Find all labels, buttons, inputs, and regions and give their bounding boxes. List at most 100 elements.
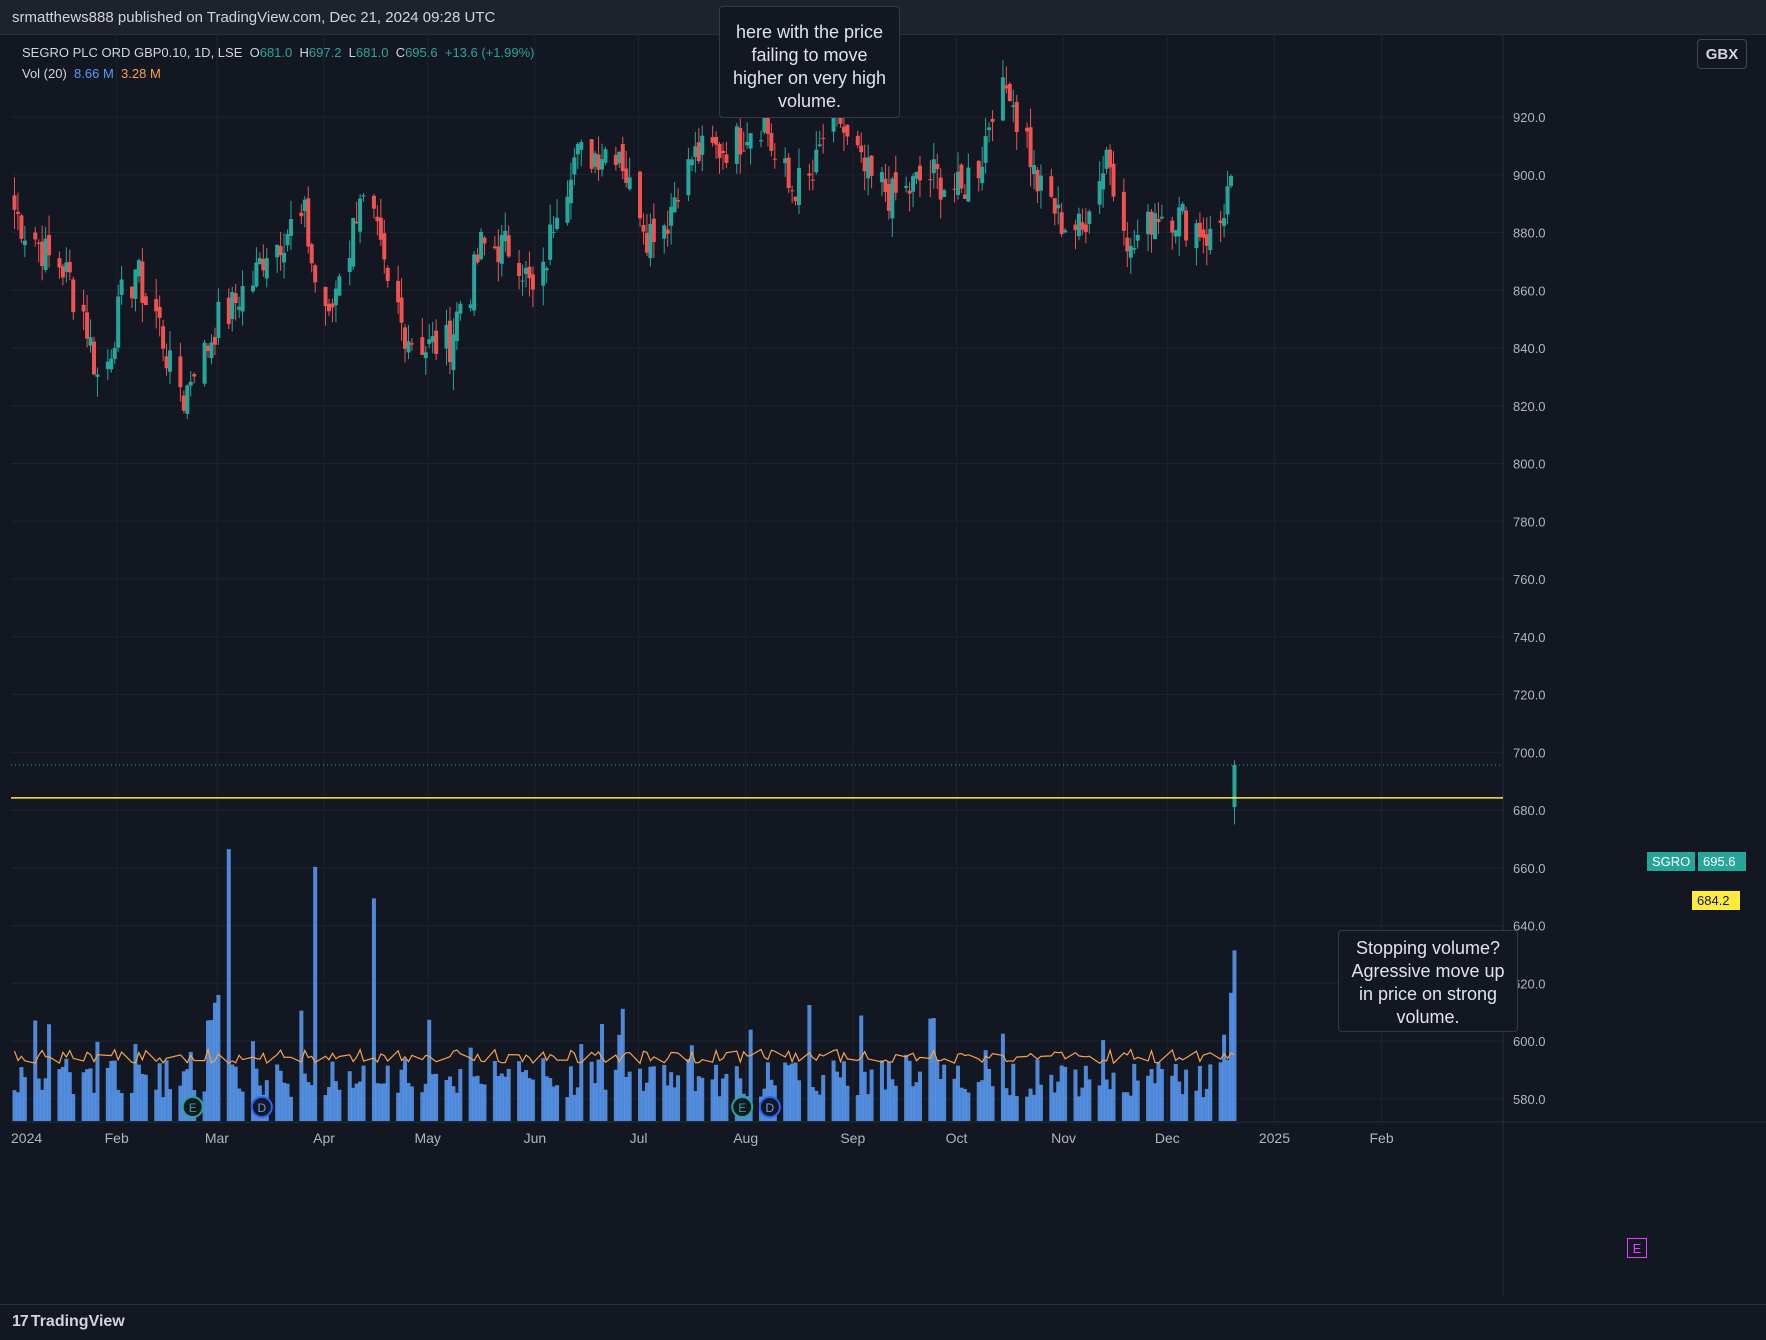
volume-bar <box>914 1082 919 1121</box>
volume-bar <box>178 1085 183 1121</box>
candle-body <box>624 168 629 183</box>
volume-bar <box>1232 950 1237 1121</box>
volume-bar <box>1108 1089 1113 1121</box>
candle-body <box>1149 211 1154 235</box>
volume-bar <box>1194 1090 1199 1121</box>
price-axis-label: 760.0 <box>1513 572 1546 587</box>
volume-bar <box>278 1070 283 1121</box>
price-chart[interactable]: 920.0 900.0 880.0 860.0 840.0 820.0 800.0 780.0… <box>11 34 1766 1296</box>
volume-bar <box>548 1078 553 1121</box>
candle-body <box>662 225 667 239</box>
candle-body <box>1194 223 1199 249</box>
volume-bar <box>835 1071 840 1121</box>
candle-body <box>693 146 698 157</box>
volume-bar <box>1104 1079 1109 1121</box>
volume-bar <box>116 1089 121 1121</box>
candle-body <box>724 154 729 163</box>
candle-body <box>1101 173 1106 190</box>
volume-bar <box>627 1071 632 1121</box>
horizontal-line-price-tag[interactable]: 684.2 <box>1692 891 1740 910</box>
candle-body <box>1111 163 1116 197</box>
volume-bar <box>890 1079 895 1121</box>
volume-bar <box>64 1058 69 1121</box>
candle-body <box>696 142 701 162</box>
volume-bar <box>112 1060 117 1121</box>
volume-bar <box>230 1064 235 1121</box>
candle-body <box>1028 127 1033 168</box>
candle-body <box>1180 203 1185 212</box>
candle-body <box>240 286 245 312</box>
volume-bar <box>499 1073 504 1121</box>
volume-bar <box>67 1072 72 1121</box>
candle-body <box>15 211 20 214</box>
candle-body <box>1000 77 1005 121</box>
volume-bar <box>40 1089 45 1121</box>
volume-bar <box>375 1083 380 1121</box>
candle-body <box>959 164 964 189</box>
candle-body <box>579 142 584 150</box>
candle-body <box>57 258 62 268</box>
candle-body <box>1218 220 1223 224</box>
candle-body <box>109 358 114 370</box>
candle-body <box>212 337 217 345</box>
candle-body <box>1201 229 1206 238</box>
candle-body <box>399 297 404 323</box>
candle-body <box>257 258 262 265</box>
candle-body <box>361 195 366 197</box>
candle-body <box>710 137 715 143</box>
volume-bar <box>1076 1096 1081 1121</box>
volume-bar <box>330 1061 335 1121</box>
volume-bar <box>140 1073 145 1121</box>
time-axis-label: 2024 <box>11 1130 42 1146</box>
candle-body <box>917 165 922 181</box>
candle-body <box>530 274 535 290</box>
candle-body <box>67 261 72 273</box>
price-axis-label: 800.0 <box>1513 457 1546 472</box>
annotation-bottom[interactable]: Stopping volume? Agressive move up in pr… <box>1338 930 1518 1032</box>
volume-bar <box>1156 1062 1161 1121</box>
volume-bar <box>185 1069 190 1121</box>
volume-bar <box>91 1092 96 1121</box>
earnings-marker-future[interactable]: E <box>1627 1238 1647 1258</box>
candle-body <box>430 336 435 343</box>
dividend-marker <box>758 1096 781 1118</box>
volume-bar <box>644 1082 649 1121</box>
candle-body <box>406 341 411 353</box>
candle-body <box>378 217 383 240</box>
volume-bar <box>575 1087 580 1121</box>
volume-bar <box>952 1078 957 1121</box>
candle-body <box>482 237 487 244</box>
volume-bar <box>60 1066 65 1121</box>
volume-bar <box>371 898 376 1121</box>
candle-body <box>1152 213 1157 240</box>
volume-bar <box>651 1066 656 1121</box>
chart-frame[interactable]: 920.0 900.0 880.0 860.0 840.0 820.0 800.0 780.0… <box>11 34 1766 1296</box>
volume-bar <box>15 1092 20 1121</box>
volume-bar <box>517 1061 522 1121</box>
annotation-top[interactable]: here with the price failing to move high… <box>719 6 900 118</box>
volume-bar <box>693 1091 698 1121</box>
volume-value: 8.66 M <box>74 66 114 81</box>
volume-bar <box>1146 1075 1151 1121</box>
tradingview-logo[interactable]: 17 TradingView <box>12 1313 125 1331</box>
candle-body <box>821 137 826 139</box>
candle-body <box>403 327 408 349</box>
volume-bar <box>589 1061 594 1121</box>
time-axis-label: Sep <box>840 1130 865 1146</box>
volume-bar <box>1201 1097 1206 1121</box>
candle-body <box>506 235 511 257</box>
volume-bar <box>1135 1080 1140 1121</box>
volume-bar <box>444 1080 449 1121</box>
volume-bar <box>1222 1034 1227 1121</box>
volume-bar <box>423 1083 428 1121</box>
volume-bar <box>841 1061 846 1121</box>
currency-button[interactable]: GBX <box>1697 39 1747 69</box>
volume-bar <box>855 1095 860 1121</box>
candle-body <box>396 280 401 303</box>
candle-body <box>226 297 231 324</box>
candle-body <box>264 258 269 279</box>
volume-bar <box>1184 1069 1189 1121</box>
marker-label: E <box>189 1101 197 1115</box>
candle-body <box>914 171 919 179</box>
candle-body <box>1222 218 1227 226</box>
